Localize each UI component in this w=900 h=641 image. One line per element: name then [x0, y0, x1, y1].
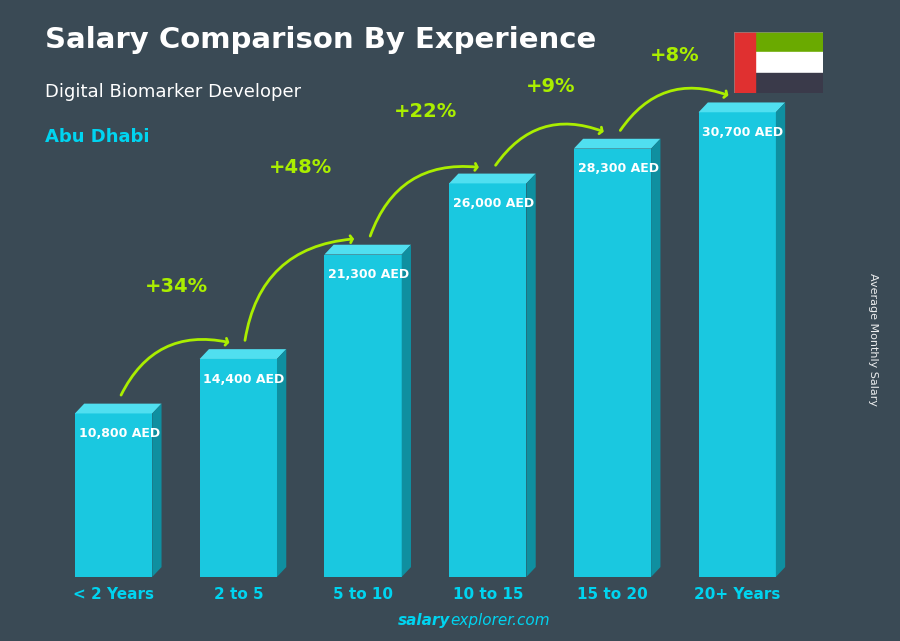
Polygon shape	[277, 349, 286, 577]
Polygon shape	[698, 112, 776, 577]
Text: +22%: +22%	[394, 102, 457, 121]
Bar	[754, 32, 824, 53]
Polygon shape	[652, 139, 661, 577]
Polygon shape	[401, 245, 411, 577]
Text: +8%: +8%	[650, 46, 699, 65]
Text: Abu Dhabi: Abu Dhabi	[45, 128, 149, 146]
Bar	[754, 53, 824, 72]
Polygon shape	[324, 254, 401, 577]
Polygon shape	[526, 174, 536, 577]
Polygon shape	[200, 349, 286, 359]
Text: Digital Biomarker Developer: Digital Biomarker Developer	[45, 83, 302, 101]
Text: 26,000 AED: 26,000 AED	[453, 197, 534, 210]
Text: Salary Comparison By Experience: Salary Comparison By Experience	[45, 26, 596, 54]
Text: +48%: +48%	[269, 158, 332, 177]
Text: +34%: +34%	[144, 277, 208, 296]
Text: 30,700 AED: 30,700 AED	[702, 126, 783, 139]
Polygon shape	[574, 139, 661, 149]
Text: salary: salary	[398, 613, 450, 628]
Bar	[734, 32, 754, 93]
Text: +9%: +9%	[526, 78, 575, 96]
Text: 14,400 AED: 14,400 AED	[203, 372, 284, 386]
Polygon shape	[574, 149, 652, 577]
Polygon shape	[200, 359, 277, 577]
Text: Average Monthly Salary: Average Monthly Salary	[868, 273, 878, 406]
Bar	[754, 72, 824, 93]
Polygon shape	[698, 103, 785, 112]
Polygon shape	[75, 404, 161, 413]
Polygon shape	[449, 174, 536, 183]
Polygon shape	[75, 413, 152, 577]
Polygon shape	[449, 183, 526, 577]
Polygon shape	[324, 245, 411, 254]
Text: 21,300 AED: 21,300 AED	[328, 268, 410, 281]
Text: 28,300 AED: 28,300 AED	[578, 162, 659, 175]
Polygon shape	[152, 404, 161, 577]
Polygon shape	[776, 103, 785, 577]
Text: explorer.com: explorer.com	[450, 613, 550, 628]
Text: 10,800 AED: 10,800 AED	[78, 427, 160, 440]
